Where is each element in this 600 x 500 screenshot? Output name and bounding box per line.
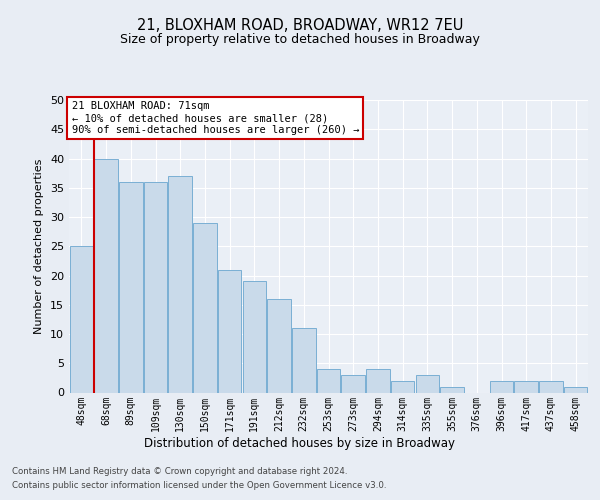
Bar — [70, 246, 93, 392]
Text: 21, BLOXHAM ROAD, BROADWAY, WR12 7EU: 21, BLOXHAM ROAD, BROADWAY, WR12 7EU — [137, 18, 463, 32]
Bar — [169, 176, 192, 392]
Text: Contains HM Land Registry data © Crown copyright and database right 2024.: Contains HM Land Registry data © Crown c… — [12, 468, 347, 476]
Bar — [144, 182, 167, 392]
Y-axis label: Number of detached properties: Number of detached properties — [34, 158, 44, 334]
Bar — [218, 270, 241, 392]
Bar — [193, 223, 217, 392]
Text: Distribution of detached houses by size in Broadway: Distribution of detached houses by size … — [145, 438, 455, 450]
Bar — [539, 381, 563, 392]
Bar — [119, 182, 143, 392]
Bar — [317, 369, 340, 392]
Text: Size of property relative to detached houses in Broadway: Size of property relative to detached ho… — [120, 32, 480, 46]
Bar — [514, 381, 538, 392]
Bar — [490, 381, 513, 392]
Bar — [341, 375, 365, 392]
Bar — [366, 369, 389, 392]
Bar — [292, 328, 316, 392]
Bar — [440, 386, 464, 392]
Text: 21 BLOXHAM ROAD: 71sqm
← 10% of detached houses are smaller (28)
90% of semi-det: 21 BLOXHAM ROAD: 71sqm ← 10% of detached… — [71, 102, 359, 134]
Bar — [564, 386, 587, 392]
Bar — [94, 158, 118, 392]
Bar — [391, 381, 415, 392]
Text: Contains public sector information licensed under the Open Government Licence v3: Contains public sector information licen… — [12, 481, 386, 490]
Bar — [416, 375, 439, 392]
Bar — [242, 282, 266, 393]
Bar — [268, 299, 291, 392]
